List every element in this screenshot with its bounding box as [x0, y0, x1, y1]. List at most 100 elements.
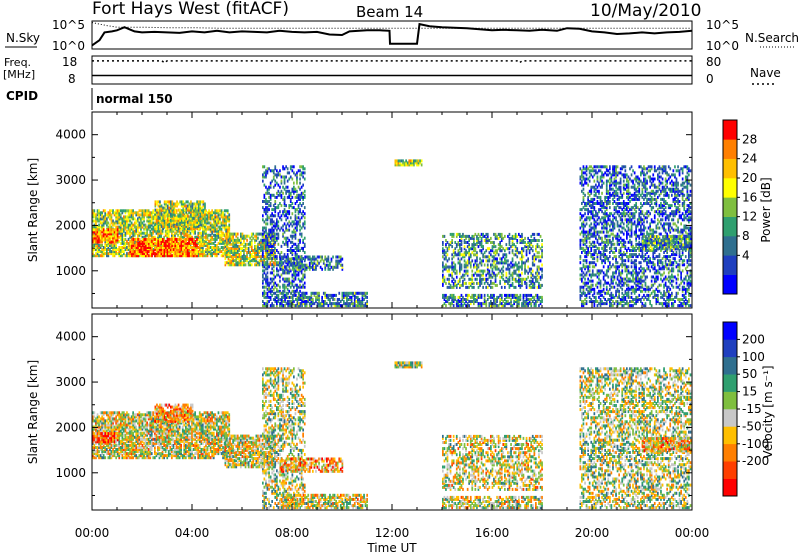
scatter-cell [132, 244, 135, 247]
scatter-cell [110, 219, 113, 223]
scatter-cell [296, 295, 299, 299]
scatter-cell [158, 252, 161, 256]
scatter-cell [445, 304, 447, 308]
scatter-cell [154, 210, 157, 214]
scatter-cell [177, 218, 180, 222]
scatter-cell [266, 200, 269, 203]
scatter-cell [287, 300, 289, 303]
scatter-cell [186, 250, 189, 254]
scatter-cell [157, 218, 160, 222]
scatter-cell [104, 234, 107, 238]
scatter-cell [188, 244, 191, 247]
scatter-cell [455, 269, 458, 273]
scatter-cell [507, 259, 509, 263]
scatter-cell [162, 208, 164, 212]
scatter-cell [271, 244, 273, 248]
scatter-cell [289, 165, 292, 169]
scatter-cell [252, 232, 255, 236]
scatter-cell [205, 227, 207, 231]
scatter-cell [219, 213, 221, 217]
scatter-cell [276, 191, 278, 195]
scatter-cell [183, 227, 186, 230]
scatter-cell [280, 193, 283, 197]
scatter-cell [297, 220, 300, 224]
scatter-cell [299, 165, 301, 169]
scatter-cell [137, 213, 139, 217]
scatter-cell [107, 246, 110, 249]
scatter-cell [301, 291, 303, 295]
scatter-cell [530, 247, 533, 251]
scatter-cell [538, 239, 540, 242]
scatter-cell [159, 210, 161, 214]
scatter-cell [477, 245, 480, 249]
scatter-cell [126, 229, 128, 233]
scatter-cell [171, 239, 173, 243]
scatter-cell [163, 216, 166, 220]
scatter-cell [298, 263, 300, 267]
scatter-cell [99, 234, 102, 238]
scatter-cell [166, 220, 169, 224]
scatter-cell [454, 279, 457, 283]
scatter-cell [494, 232, 497, 236]
scatter-cell [171, 208, 174, 212]
scatter-cell [222, 231, 224, 235]
scatter-cell [118, 231, 121, 235]
scatter-cell [163, 244, 166, 247]
scatter-cell [212, 215, 215, 219]
scatter-cell [485, 273, 488, 277]
scatter-cell [154, 227, 157, 230]
scatter-cell [169, 244, 172, 247]
scatter-cell [482, 269, 484, 273]
scatter-cell [459, 243, 461, 247]
scatter-cell [531, 249, 534, 253]
scatter-cell [187, 200, 189, 204]
scatter-cell [107, 221, 110, 225]
scatter-cell [138, 213, 141, 217]
scatter-cell [141, 244, 144, 247]
scatter-cell [93, 213, 96, 217]
scatter-cell [137, 223, 139, 227]
scatter-cell [113, 240, 116, 244]
scatter-cell [205, 239, 207, 243]
scatter-cell [460, 257, 463, 261]
scatter-cell [193, 241, 195, 245]
scatter-cell [130, 221, 133, 225]
scatter-cell [357, 291, 359, 295]
scatter-cell [134, 250, 136, 254]
scatter-cell [158, 233, 161, 237]
scatter-cell [277, 171, 280, 175]
scatter-cell [455, 283, 458, 287]
scatter-cell [268, 191, 270, 195]
scatter-cell [158, 241, 161, 245]
scatter-cell [304, 263, 306, 267]
scatter-cell [109, 211, 111, 215]
scatter-cell [266, 214, 269, 218]
scatter-cell [172, 233, 175, 237]
scatter-cell [291, 169, 294, 173]
freq-label: Freq. [4, 56, 31, 69]
scatter-cell [282, 291, 285, 295]
scatter-cell [166, 246, 169, 249]
scatter-cell [446, 265, 449, 269]
scatter-cell [157, 254, 159, 258]
noise-panel: 10^5 10^0 10^5 10^0 N.Sky N.Search [5, 18, 799, 53]
scatter-cell [124, 231, 127, 235]
scatter-cell [95, 232, 97, 236]
scatter-cell [171, 223, 173, 227]
scatter-cell [96, 232, 99, 236]
scatter-cell [214, 223, 217, 227]
scatter-cell [95, 238, 97, 242]
scatter-cell [209, 237, 212, 241]
scatter-cell [143, 244, 145, 247]
nsky-label: N.Sky [6, 31, 40, 45]
scatter-cell [99, 238, 102, 242]
scatter-cell [293, 220, 295, 224]
scatter-cell [445, 263, 447, 267]
scatter-cell [406, 161, 409, 165]
scatter-cell [217, 221, 220, 225]
scatter-cell [106, 236, 108, 240]
scatter-cell [102, 234, 105, 238]
scatter-cell [519, 265, 522, 269]
scatter-cell [174, 248, 177, 252]
scatter-cell [180, 200, 183, 204]
